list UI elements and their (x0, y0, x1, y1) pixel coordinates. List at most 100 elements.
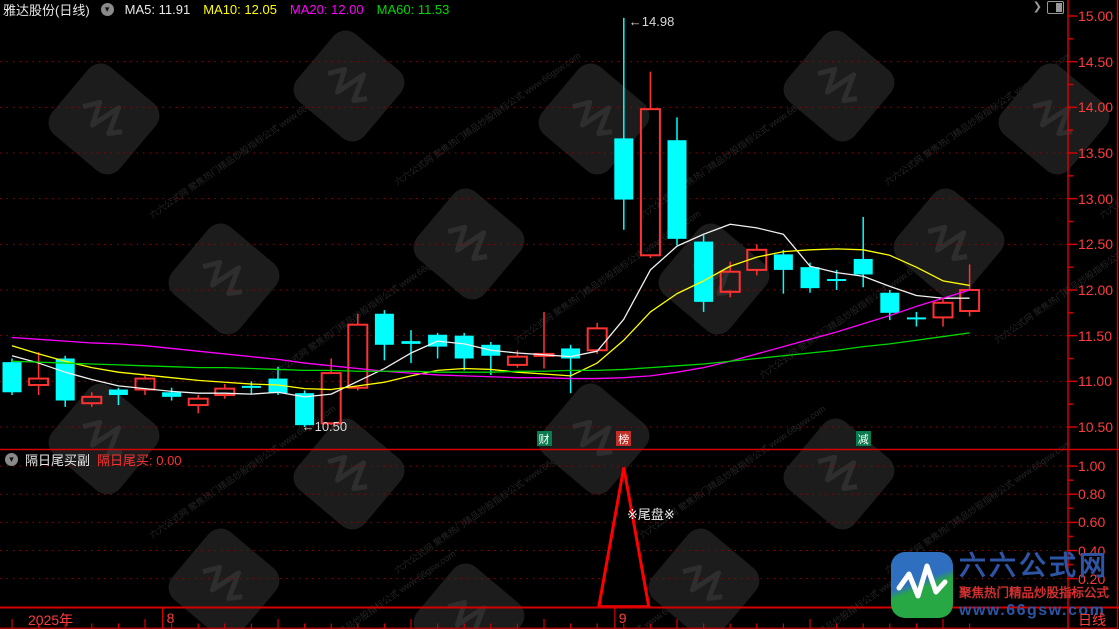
ma-header-label: MA5: 11.91 (124, 1, 191, 17)
candle-down (241, 385, 261, 388)
indicator-axis-label: 0.60 (1078, 514, 1106, 531)
watermark-logo-icon (532, 377, 656, 501)
candle-up (347, 323, 369, 389)
candle-up (586, 327, 608, 352)
candle-down (614, 138, 634, 200)
event-badge[interactable]: 财 (536, 431, 552, 446)
watermark-logo-icon (777, 412, 901, 536)
candle-down (401, 341, 421, 344)
price-axis-label: 15.00 (1078, 8, 1114, 24)
candle-down (853, 258, 873, 275)
watermark-logo-icon (992, 57, 1116, 181)
price-axis-label: 12.50 (1078, 236, 1114, 253)
ma-value-labels: MA5: 11.91 MA10: 12.05 MA20: 12.00 MA60: 11… (125, 2, 450, 17)
candle-up (81, 395, 103, 405)
logo-texts: 六六公式网 聚焦热门精品炒股指标公式 www.66gsw.com (959, 552, 1109, 620)
candle-down (374, 313, 394, 345)
watermark-logo-icon (162, 217, 286, 341)
candle-down (162, 392, 182, 397)
price-axis-label: 14.00 (1078, 99, 1114, 116)
price-axis-label: 11.00 (1078, 373, 1112, 390)
candle-down (295, 393, 315, 426)
sub-panel-header: ▾ 隔日尾买副 隔日尾买: 0.00 (5, 452, 182, 468)
period-label: 日线 (1078, 612, 1106, 628)
price-axis-label: 14.50 (1078, 53, 1114, 70)
year-label: 2025年 (28, 612, 74, 628)
candle-down (268, 378, 288, 394)
ma-header-label: MA20: 12.00 (289, 1, 364, 17)
candle-down (800, 267, 820, 289)
candle-up (506, 355, 528, 366)
price-axis-label: 11.50 (1078, 327, 1112, 344)
candle-up (959, 288, 981, 312)
candle-down (2, 362, 22, 393)
ma-line-ma60 (11, 332, 970, 373)
candle-up (932, 301, 954, 319)
watermark-logo-icon (287, 24, 411, 148)
price-axis-label: 13.00 (1078, 190, 1114, 207)
event-badge[interactable]: 减 (855, 431, 871, 446)
candle-up (639, 108, 661, 257)
ma-line-ma10 (11, 248, 970, 391)
signal-triangle (597, 467, 651, 609)
ma-header-label: MA10: 12.05 (203, 1, 277, 17)
high-price-annotation: ←14.98 (628, 14, 675, 29)
collapse-chevron-icon[interactable]: ▾ (100, 2, 114, 16)
sub-collapse-chevron-icon[interactable]: ▾ (5, 453, 18, 466)
watermark-logo-icon (887, 182, 1011, 306)
indicator-axis-label: 0.20 (1078, 570, 1106, 587)
price-axis-label: 10.50 (1078, 418, 1114, 435)
ma-line-ma5 (11, 223, 970, 398)
ma-header-label: MA60: 11.53 (376, 1, 450, 17)
candle-down (561, 348, 581, 359)
event-badge[interactable]: 榜 (616, 431, 632, 446)
watermark-logo-icon (532, 57, 656, 181)
candle-up (719, 270, 741, 293)
indicator-axis-label: 1.00 (1078, 458, 1106, 475)
candle-down (880, 292, 900, 313)
watermark-logo-icon (42, 57, 166, 181)
toggle-sidebar-icon[interactable] (1047, 1, 1064, 14)
watermark-logo-icon (162, 522, 286, 629)
ma-line-ma20 (11, 289, 970, 380)
month-label: 9 (618, 610, 627, 626)
symbol-title: 雅达股份(日线) (3, 2, 90, 18)
candle-up (320, 372, 342, 425)
price-axis-label: 12.00 (1078, 281, 1114, 298)
logo-url: www.66gsw.com (959, 602, 1106, 620)
low-price-annotation: ←10.50 (301, 419, 348, 434)
candle-down (55, 358, 75, 401)
main-chart-header: 雅达股份(日线) ▾ MA5: 11.91 MA10: 12.05 MA20: 12… (3, 1, 450, 18)
logo-ecg-icon (891, 552, 953, 618)
expand-chevron-icon[interactable]: ❯ (1032, 1, 1042, 13)
indicator-name[interactable]: 隔日尾买副 (25, 453, 91, 468)
candle-down (667, 140, 687, 239)
candle-up (187, 397, 209, 407)
candle-up (214, 387, 236, 397)
watermark-logo-icon (642, 522, 766, 629)
indicator-axis-label: 0.80 (1078, 486, 1106, 503)
site-logo: 六六公式网 聚焦热门精品炒股指标公式 www.66gsw.com (891, 552, 1109, 620)
indicator-axis-label: 0.40 (1078, 542, 1106, 559)
candle-up (28, 377, 50, 386)
price-axis-label: 13.50 (1078, 144, 1114, 161)
candle-down (906, 317, 926, 320)
logo-title: 六六公式网 (959, 551, 1109, 581)
indicator-value: 隔日尾买: 0.00 (97, 453, 182, 468)
candle-down (827, 279, 847, 282)
candle-down (773, 254, 793, 270)
window-controls: ❯ (1033, 1, 1064, 14)
watermark-logo-icon (407, 182, 531, 306)
watermark-logo-icon (42, 377, 166, 501)
signal-text: ※尾盘※ (627, 507, 675, 522)
watermark-logo-icon (287, 412, 411, 536)
watermark-logo-icon (407, 557, 531, 629)
candle-up (134, 377, 156, 391)
candle-down (694, 241, 714, 302)
month-label: 8 (166, 610, 175, 626)
logo-subtitle: 聚焦热门精品炒股指标公式 (959, 586, 1110, 601)
candle-down (454, 335, 474, 359)
